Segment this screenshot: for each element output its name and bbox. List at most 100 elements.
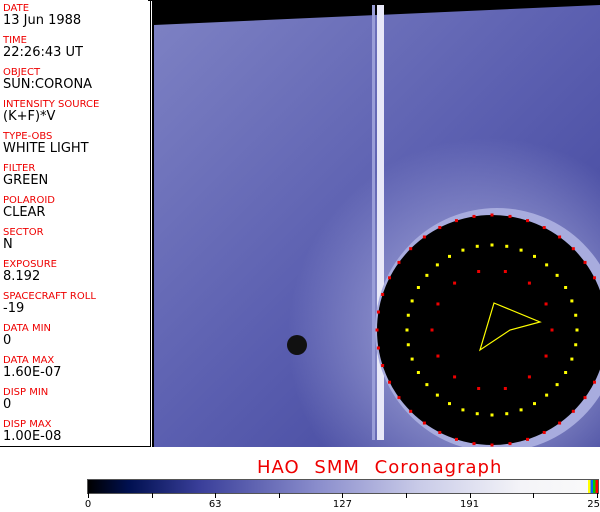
header-info-panel: DATE 13 Jun 1988 TIME 22:26:43 UT OBJECT SUN:… — [0, 0, 151, 447]
red-marker — [409, 247, 413, 251]
yellow-marker — [519, 248, 523, 252]
yellow-marker — [555, 273, 559, 277]
yellow-marker — [405, 328, 409, 332]
red-marker — [527, 375, 531, 379]
yellow-marker — [490, 413, 494, 417]
field-label: DATE — [3, 3, 30, 14]
red-marker — [544, 302, 548, 306]
red-marker — [508, 442, 512, 446]
red-marker — [438, 430, 442, 434]
red-marker — [472, 214, 476, 218]
yellow-marker — [461, 248, 465, 252]
red-marker — [436, 354, 440, 358]
yellow-marker — [461, 408, 465, 412]
red-marker — [592, 380, 596, 384]
field-label: DATA MAX — [3, 355, 55, 366]
field-date: DATE 13 Jun 1988 — [3, 3, 81, 28]
red-marker — [381, 292, 385, 296]
red-marker — [422, 235, 426, 239]
field-value: WHITE LIGHT — [3, 141, 89, 156]
field-value: -19 — [3, 301, 25, 316]
yellow-marker — [519, 408, 523, 412]
field-value: GREEN — [3, 173, 49, 188]
colorbar-tick-label: 127 — [332, 499, 352, 510]
red-marker — [592, 276, 596, 280]
red-marker — [558, 421, 562, 425]
yellow-marker — [435, 393, 439, 397]
yellow-marker — [416, 286, 420, 289]
yellow-marker — [564, 286, 568, 289]
field-value: SUN:CORONA — [3, 77, 93, 92]
yellow-marker — [570, 357, 574, 361]
red-marker — [490, 213, 494, 217]
field-object: OBJECT SUN:CORONA — [3, 67, 92, 92]
field-label: SPACECRAFT ROLL — [3, 291, 96, 302]
red-marker — [454, 219, 458, 223]
field-value: 13 Jun 1988 — [3, 13, 82, 28]
yellow-marker — [410, 299, 414, 303]
field-label: OBJECT — [3, 67, 41, 78]
field-label: FILTER — [3, 163, 36, 174]
coronagraph-image[interactable] — [152, 0, 600, 452]
yellow-marker — [533, 254, 536, 258]
yellow-marker — [505, 244, 509, 248]
dark-spot — [287, 335, 307, 355]
field-label: DISP MAX — [3, 419, 52, 430]
yellow-marker — [545, 263, 549, 267]
yellow-marker — [435, 263, 439, 267]
field-label: TYPE-OBS — [3, 131, 53, 142]
yellow-marker — [416, 371, 420, 374]
red-marker — [477, 386, 481, 390]
red-marker — [490, 443, 494, 447]
red-marker — [558, 235, 562, 239]
yellow-marker — [564, 371, 568, 374]
red-marker — [503, 386, 507, 390]
colorbar-tick — [342, 493, 344, 498]
coronagraph-image-svg — [154, 5, 600, 452]
field-value: 1.00E-08 — [3, 429, 62, 444]
yellow-marker — [406, 313, 410, 317]
field-label: INTENSITY SOURCE — [3, 99, 100, 110]
colorbar-tick — [278, 493, 280, 498]
red-marker — [571, 409, 575, 413]
colorbar-tick — [533, 493, 535, 498]
red-marker — [381, 364, 385, 368]
yellow-marker — [570, 299, 574, 303]
yellow-marker — [448, 254, 451, 258]
red-marker — [526, 219, 530, 223]
colorbar-tick — [406, 493, 407, 498]
red-marker — [375, 328, 379, 332]
red-marker — [550, 328, 554, 332]
red-marker — [472, 442, 476, 446]
field-time: TIME 22:26:43 UT — [3, 35, 83, 60]
red-marker — [583, 396, 587, 400]
occulter-pylon — [377, 5, 384, 440]
colorbar-tick — [469, 493, 471, 498]
yellow-marker — [555, 383, 559, 387]
red-marker — [388, 276, 392, 280]
red-marker — [526, 437, 530, 441]
yellow-marker — [425, 383, 429, 387]
red-marker — [376, 346, 380, 350]
field-label: EXPOSURE — [3, 259, 58, 270]
red-marker — [571, 247, 575, 251]
red-marker — [430, 328, 434, 332]
field-disp-min: DISP MIN 0 — [3, 387, 48, 412]
red-marker — [388, 380, 392, 384]
red-marker — [453, 281, 457, 285]
red-marker — [542, 226, 546, 230]
colorbar-tick-label: 0 — [84, 499, 92, 510]
colorbar-tick-label: 63 — [208, 499, 222, 510]
yellow-marker — [545, 393, 549, 397]
field-polaroid: POLAROID CLEAR — [3, 195, 55, 220]
yellow-marker — [490, 243, 494, 247]
yellow-marker — [533, 402, 536, 406]
field-intensity-source: INTENSITY SOURCE (K+F)*V — [3, 99, 99, 124]
field-label: TIME — [3, 35, 28, 46]
field-value: 8.192 — [3, 269, 41, 284]
field-spacecraft-roll: SPACECRAFT ROLL -19 — [3, 291, 96, 316]
field-value: 0 — [3, 397, 12, 412]
field-label: DATA MIN — [3, 323, 51, 334]
red-marker — [527, 281, 531, 285]
field-type-obs: TYPE-OBS WHITE LIGHT — [3, 131, 89, 156]
